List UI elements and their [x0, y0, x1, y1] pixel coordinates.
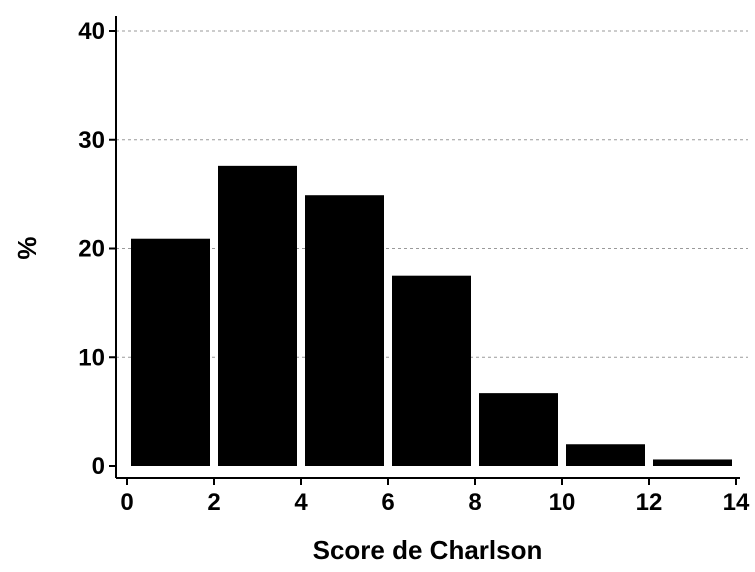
bars [131, 165, 732, 466]
bar-6-8 [392, 275, 471, 466]
x-tick-label: 12 [636, 489, 663, 516]
y-tick-label: 10 [78, 344, 105, 371]
bar-12-14 [653, 459, 732, 466]
bar-8-10 [479, 393, 558, 466]
y-tick-label: 30 [78, 127, 105, 154]
y-tick-label: 20 [78, 236, 105, 263]
x-tick-label: 8 [468, 489, 481, 516]
x-tick-label: 10 [549, 489, 576, 516]
axes [115, 16, 740, 479]
bar-4-6 [305, 195, 384, 466]
x-tick-label: 6 [381, 489, 394, 516]
x-tick-label: 4 [294, 489, 308, 516]
bar-0-2 [131, 238, 210, 466]
ticks: 0 10 20 30 40 0 2 4 6 8 10 12 14 [78, 18, 750, 516]
y-tick-label: 40 [78, 18, 105, 45]
x-axis-title: Score de Charlson [313, 535, 543, 565]
x-tick-label: 14 [723, 489, 750, 516]
bar-10-12 [566, 444, 645, 466]
x-tick-label: 2 [207, 489, 220, 516]
y-axis-title: % [12, 236, 42, 259]
bar-2-4 [218, 165, 297, 466]
y-tick-label: 0 [92, 453, 105, 480]
x-tick-label: 0 [120, 489, 133, 516]
